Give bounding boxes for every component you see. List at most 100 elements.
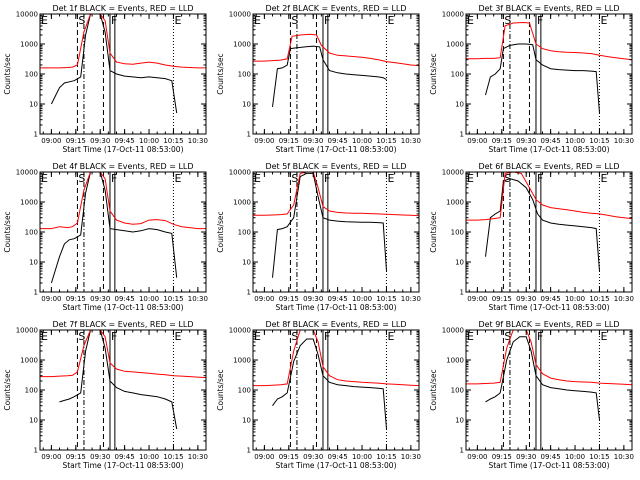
x-tick-label: 09:15 <box>492 453 512 461</box>
y-axis-label: Counts/sec <box>429 211 438 252</box>
x-tick-label: 10:30 <box>614 295 634 303</box>
y-tick-label: 1 <box>34 289 38 297</box>
y-tick-label: 10 <box>242 101 251 109</box>
x-tick-label: 09:00 <box>254 453 274 461</box>
panel-grid: Det 1f BLACK = Events, RED = LLD E S F E 1 10 1… <box>3 4 634 470</box>
event-marker-label: E <box>467 14 474 27</box>
y-tick-label: 10 <box>29 259 38 267</box>
x-tick-label: 10:30 <box>188 453 208 461</box>
events-series-line <box>485 178 600 272</box>
x-axis-label: Start Time (17-Oct-11 08:53:00) <box>62 461 183 470</box>
x-tick-label: 09:30 <box>303 295 323 303</box>
y-tick-label: 1000 <box>20 357 38 365</box>
event-marker-label: E <box>387 14 394 27</box>
x-tick-label: 09:45 <box>115 295 135 303</box>
event-marker-label: E <box>467 172 474 185</box>
y-axis-label: Counts/sec <box>216 211 225 252</box>
y-tick-label: 10 <box>29 101 38 109</box>
event-marker-label: F <box>111 172 117 185</box>
panel-title: Det 4f BLACK = Events, RED = LLD <box>52 162 193 171</box>
events-series-line <box>59 330 178 430</box>
x-tick-label: 10:30 <box>614 137 634 145</box>
x-tick-label: 09:45 <box>541 453 561 461</box>
plot-frame <box>252 13 420 135</box>
event-marker-label: E <box>41 330 48 343</box>
plot-frame <box>39 329 207 451</box>
x-tick-label: 09:00 <box>41 453 61 461</box>
event-marker-label: S <box>78 14 85 27</box>
y-tick-label: 1000 <box>20 199 38 207</box>
panel-title: Det 1f BLACK = Events, RED = LLD <box>52 4 193 13</box>
plot-frame <box>465 13 633 135</box>
y-tick-label: 10 <box>455 259 464 267</box>
event-marker-label: E <box>387 172 394 185</box>
y-tick-label: 10 <box>455 417 464 425</box>
event-marker-label: F <box>324 330 330 343</box>
x-tick-label: 09:15 <box>279 137 299 145</box>
x-tick-label: 10:30 <box>188 137 208 145</box>
event-marker-label: E <box>174 330 181 343</box>
x-tick-label: 10:15 <box>589 137 609 145</box>
x-tick-label: 10:30 <box>401 453 421 461</box>
y-tick-label: 10000 <box>442 11 464 19</box>
plot-frame <box>465 329 633 451</box>
x-tick-label: 09:45 <box>541 137 561 145</box>
x-tick-label: 09:30 <box>90 137 110 145</box>
event-marker-label: E <box>254 14 261 27</box>
y-tick-label: 1 <box>34 131 38 139</box>
y-tick-label: 1 <box>460 289 464 297</box>
y-axis-label: Counts/sec <box>3 53 12 94</box>
event-marker-label: S <box>504 330 511 343</box>
x-tick-label: 09:15 <box>66 295 86 303</box>
x-axis-label: Start Time (17-Oct-11 08:53:00) <box>275 303 396 312</box>
events-series-line <box>272 172 387 278</box>
event-marker-label: E <box>254 172 261 185</box>
x-tick-label: 10:00 <box>139 295 159 303</box>
y-tick-label: 10000 <box>16 327 38 335</box>
y-tick-label: 10000 <box>229 327 251 335</box>
lld-series-line <box>40 14 206 69</box>
y-tick-label: 100 <box>238 387 251 395</box>
event-marker-label: F <box>537 172 543 185</box>
y-tick-label: 1000 <box>446 41 464 49</box>
x-tick-label: 09:30 <box>303 137 323 145</box>
x-tick-label: 09:45 <box>328 137 348 145</box>
x-tick-label: 09:30 <box>90 295 110 303</box>
events-series-line <box>485 336 600 421</box>
x-tick-label: 09:00 <box>254 295 274 303</box>
x-tick-label: 09:00 <box>467 295 487 303</box>
y-tick-label: 100 <box>238 71 251 79</box>
plot-frame <box>39 171 207 293</box>
x-tick-label: 09:30 <box>90 453 110 461</box>
panel-title: Det 5f BLACK = Events, RED = LLD <box>265 162 406 171</box>
x-axis-label: Start Time (17-Oct-11 08:53:00) <box>488 145 609 154</box>
y-tick-label: 1000 <box>446 199 464 207</box>
x-tick-label: 09:15 <box>492 295 512 303</box>
x-tick-label: 10:00 <box>139 137 159 145</box>
event-marker-label: F <box>324 14 330 27</box>
plot-frame <box>39 13 207 135</box>
x-tick-label: 09:30 <box>516 137 536 145</box>
x-tick-label: 10:15 <box>589 295 609 303</box>
event-marker-label: E <box>41 172 48 185</box>
x-tick-label: 09:15 <box>279 295 299 303</box>
y-axis-label: Counts/sec <box>3 369 12 410</box>
panel-title: Det 3f BLACK = Events, RED = LLD <box>478 4 619 13</box>
x-tick-label: 09:15 <box>66 453 86 461</box>
lld-series-line <box>466 330 632 386</box>
y-tick-label: 100 <box>25 229 38 237</box>
events-series-line <box>50 172 178 284</box>
events-series-line <box>272 338 387 430</box>
plot-frame <box>252 171 420 293</box>
event-marker-label: F <box>111 14 117 27</box>
event-marker-label: E <box>254 330 261 343</box>
event-marker-label: S <box>78 172 85 185</box>
y-tick-label: 1000 <box>233 41 251 49</box>
x-tick-label: 10:00 <box>565 295 585 303</box>
x-tick-label: 10:30 <box>401 295 421 303</box>
y-tick-label: 1 <box>247 447 251 455</box>
